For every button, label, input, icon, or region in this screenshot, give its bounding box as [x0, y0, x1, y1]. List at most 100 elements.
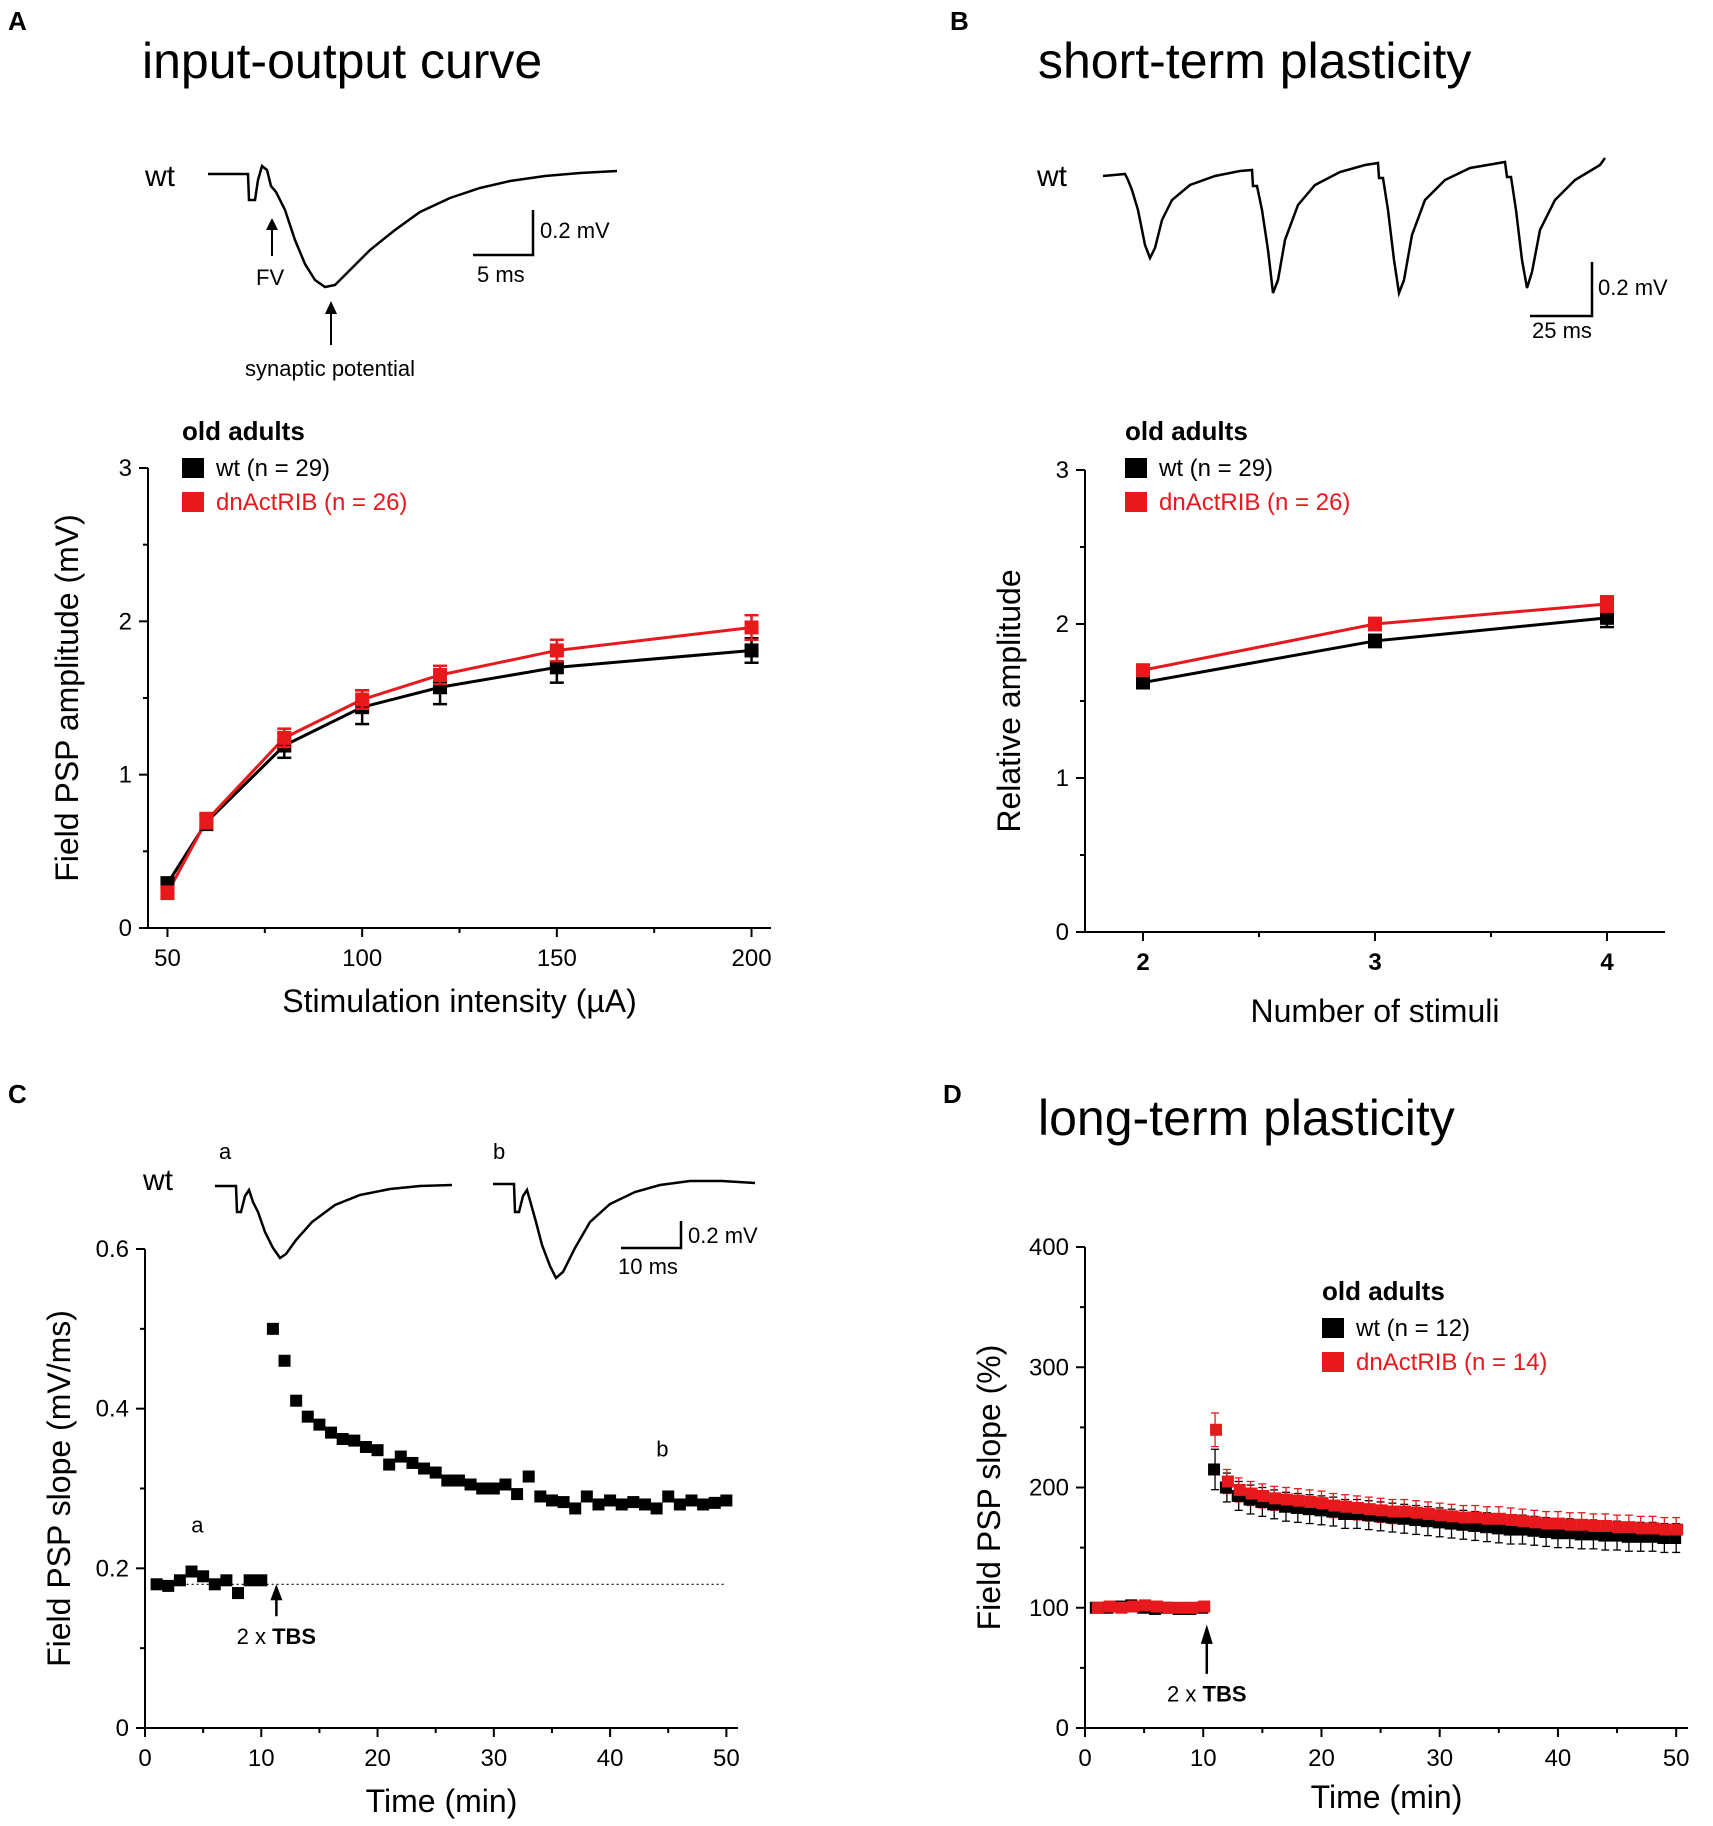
- scale-bar-b-x-label: 25 ms: [1532, 318, 1592, 343]
- chart-c-point: [662, 1490, 675, 1503]
- chart-d-point-mutant: [1470, 1511, 1483, 1524]
- chart-c-x-tick-label: 50: [713, 1745, 740, 1772]
- chart-b-point-wt: [1368, 633, 1382, 648]
- chart-c-point: [162, 1579, 175, 1592]
- panel-c: C wt a b 0.2 mV 10 ms 0 0.2 0.4 0.6 0 10 20 30 4…: [8, 1079, 758, 1819]
- trace-b-wt-label: wt: [1036, 160, 1068, 193]
- trace-a-waveform: [208, 163, 618, 289]
- chart-d-point-mutant: [1245, 1487, 1258, 1500]
- chart-d-point-mutant: [1269, 1492, 1282, 1505]
- chart-a-point-mutant: [355, 692, 370, 707]
- chart-d-point-mutant: [1210, 1423, 1223, 1436]
- chart-d-y-tick-label: 100: [1029, 1595, 1069, 1622]
- chart-a-legend-swatch-wt: [182, 458, 204, 478]
- chart-d-point-mutant: [1564, 1518, 1577, 1531]
- chart-c-point: [418, 1462, 431, 1475]
- chart-d-point-mutant: [1434, 1509, 1447, 1522]
- synaptic-arrow: [325, 301, 337, 345]
- chart-c-point: [383, 1458, 396, 1471]
- chart-c-point: [580, 1490, 593, 1503]
- chart-d-point-mutant: [1127, 1600, 1140, 1613]
- chart-c-point: [185, 1565, 198, 1578]
- scale-bar-c-x-label: 10 ms: [618, 1254, 678, 1279]
- chart-d-point-mutant: [1292, 1494, 1305, 1507]
- chart-d-point-mutant: [1482, 1512, 1494, 1525]
- chart-d-y-tick-label: 200: [1029, 1475, 1069, 1502]
- synaptic-potential-label: synaptic potential: [245, 356, 415, 381]
- chart-c-point: [359, 1440, 372, 1453]
- chart-c-annotation-a: a: [191, 1512, 204, 1537]
- scale-bar-a-x-label: 5 ms: [477, 262, 525, 287]
- chart-b-x-tick-label: 4: [1600, 949, 1614, 976]
- chart-b-y-tick-label: 3: [1056, 457, 1069, 484]
- trace-c-b-label: b: [493, 1139, 505, 1164]
- chart-c-point: [499, 1478, 512, 1491]
- panel-b: B short-term plasticity wt 0.2 mV 25 ms …: [950, 6, 1668, 1029]
- chart-d-point-mutant: [1281, 1493, 1293, 1506]
- trace-c-waveform-a: [215, 1183, 453, 1260]
- chart-a-point-mutant: [433, 668, 448, 682]
- chart-d-point-mutant: [1363, 1503, 1376, 1516]
- panel-title-d: long-term plasticity: [1038, 1090, 1455, 1146]
- chart-c-y-tick-label: 0.6: [96, 1236, 129, 1263]
- chart-a-x-tick-label: 150: [537, 945, 577, 972]
- chart-d-point-mutant: [1316, 1497, 1329, 1510]
- chart-d-point-mutant: [1458, 1511, 1471, 1524]
- chart-b-x-axis-label: Number of stimuli: [1251, 993, 1500, 1029]
- chart-d-x-tick-label: 10: [1190, 1745, 1217, 1772]
- panel-letter-d: D: [943, 1079, 962, 1109]
- chart-c-point: [673, 1498, 686, 1511]
- chart-c-y-tick-label: 0: [116, 1715, 129, 1742]
- chart-d-legend-title: old adults: [1322, 1276, 1445, 1306]
- chart-c-tbs-label: 2 x TBS: [237, 1624, 316, 1649]
- chart-c-point: [604, 1494, 617, 1507]
- chart-c-point: [348, 1434, 361, 1447]
- chart-d-y-tick-label: 400: [1029, 1234, 1069, 1261]
- chart-d-point-mutant: [1422, 1507, 1435, 1520]
- chart-d-point-mutant: [1139, 1599, 1152, 1612]
- chart-d-point-mutant: [1411, 1506, 1424, 1519]
- chart-d-point-mutant: [1387, 1505, 1400, 1518]
- chart-c-point: [325, 1426, 338, 1439]
- chart-b-point-mutant: [1600, 596, 1614, 611]
- chart-d-point-wt: [1491, 1522, 1504, 1535]
- panel-title-b: short-term plasticity: [1038, 33, 1471, 89]
- chart-c-y-tick-label: 0.2: [96, 1555, 129, 1582]
- chart-d-y-axis-label: Field PSP slope (%): [971, 1345, 1007, 1631]
- chart-d-point-mutant: [1517, 1515, 1530, 1528]
- chart-d-point-mutant: [1635, 1522, 1648, 1535]
- chart-b-legend-swatch-mutant: [1125, 492, 1147, 512]
- chart-c-point: [371, 1444, 384, 1457]
- chart-a: 0 1 2 3 50 100 150 200 Stimulation intensity (µA…: [49, 416, 772, 1019]
- chart-a-y-tick-label: 1: [119, 762, 132, 789]
- chart-d-point-mutant: [1493, 1512, 1506, 1525]
- chart-d-point-mutant: [1446, 1510, 1459, 1523]
- trace-a-wt-label: wt: [144, 160, 176, 193]
- chart-c-point: [650, 1502, 663, 1515]
- chart-d-legend-swatch-wt: [1322, 1318, 1344, 1338]
- chart-d-y-tick-label: 0: [1056, 1715, 1069, 1742]
- trace-b-waveform: [1102, 157, 1607, 298]
- chart-c-point: [522, 1470, 535, 1483]
- chart-c-point: [197, 1570, 210, 1583]
- chart-d-point-wt: [1598, 1529, 1611, 1542]
- chart-d-point-mutant: [1576, 1518, 1589, 1531]
- chart-c-point: [429, 1466, 442, 1479]
- chart-b: 0 1 2 3 2 3 4 Number of stimuli Relative amplitu…: [991, 416, 1665, 1029]
- chart-d-point-mutant: [1623, 1521, 1636, 1534]
- chart-a-legend-title: old adults: [182, 416, 305, 446]
- chart-d-point-mutant: [1340, 1500, 1353, 1513]
- chart-c-point: [255, 1574, 268, 1587]
- chart-c-point: [534, 1490, 547, 1503]
- chart-a-point-mutant: [549, 643, 564, 658]
- chart-a-point-wt: [549, 660, 564, 675]
- chart-b-point-mutant: [1136, 663, 1150, 678]
- chart-d-legend-swatch-mutant: [1322, 1352, 1344, 1372]
- chart-d-point-mutant: [1304, 1495, 1317, 1508]
- chart-d-point-mutant: [1257, 1489, 1270, 1502]
- chart-d-point-wt: [1503, 1523, 1516, 1536]
- chart-a-x-tick-label: 100: [342, 945, 382, 972]
- panel-d: D long-term plasticity 0 100 200 300 400 0 10 2…: [943, 1079, 1690, 1815]
- chart-c-point: [452, 1474, 465, 1487]
